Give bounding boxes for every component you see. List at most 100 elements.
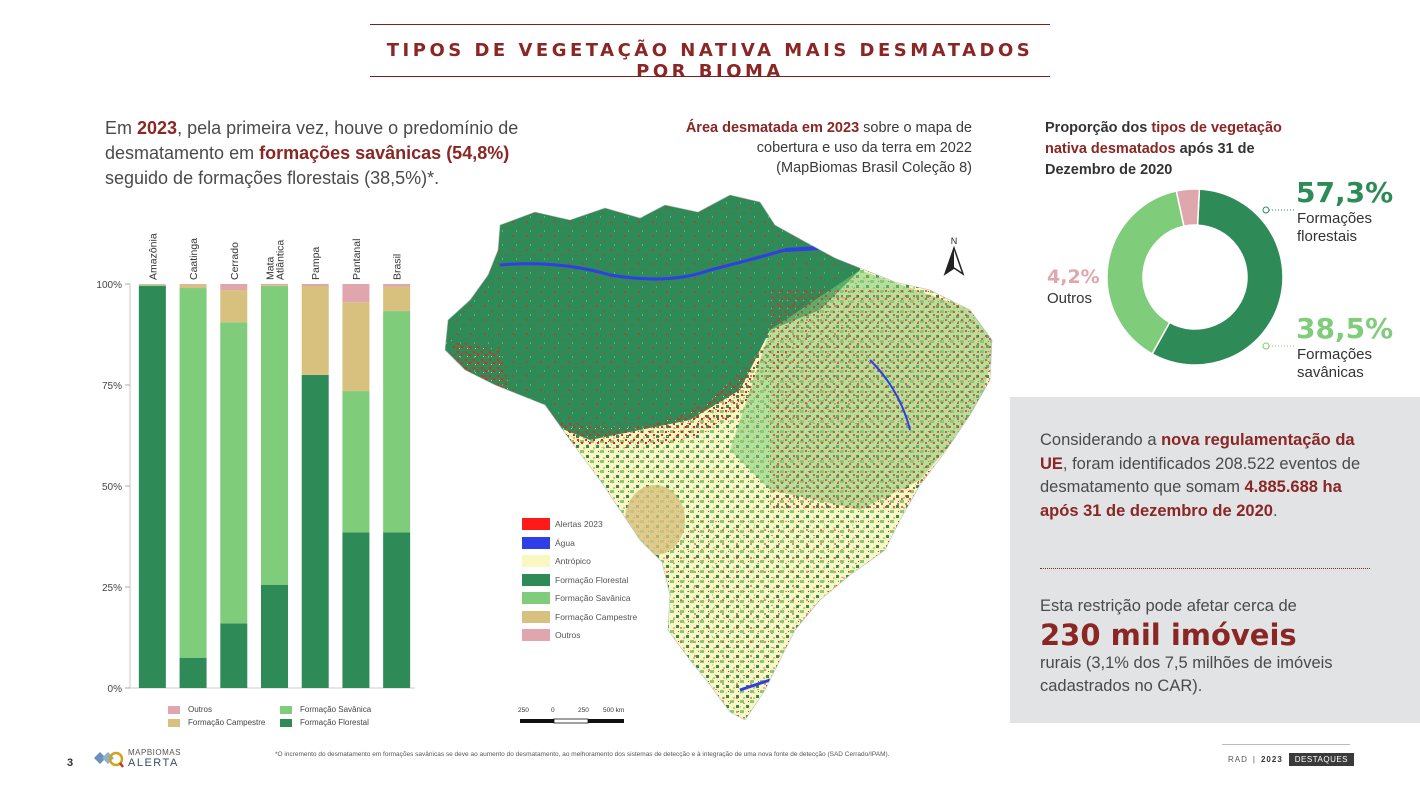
report-year: 2023 — [1260, 755, 1283, 764]
donut-caption: Proporção dos tipos de vegetação nativa … — [1045, 118, 1305, 181]
bar-segment — [342, 391, 370, 533]
map-legend-label: Formação Florestal — [555, 574, 629, 585]
bar-segment — [342, 284, 370, 303]
y-tick-label: 50% — [102, 482, 122, 493]
map-land — [445, 195, 992, 720]
info-text: rurais (3,1% dos 7,5 milhões de imóveis … — [1040, 654, 1333, 695]
scale-bar: 250 0 250 500 km — [518, 707, 633, 727]
category-label: Atlântica — [275, 240, 287, 280]
title-rule-top — [370, 24, 1050, 25]
bar-segment — [261, 284, 288, 286]
map-legend-item: Formação Savânica — [522, 589, 637, 608]
title-rule-bottom — [370, 76, 1050, 77]
donut-pct-outros: 4,2% — [1047, 266, 1100, 288]
donut-slice — [1175, 188, 1201, 228]
bar-segment — [383, 284, 411, 287]
bar-segment — [261, 285, 288, 287]
donut-chart — [1106, 188, 1284, 366]
legend-label: Formação Florestal — [300, 718, 369, 727]
bar-segment — [383, 311, 411, 533]
map-legend-label: Alertas 2023 — [555, 519, 603, 530]
donut-slice — [1106, 190, 1185, 355]
legend-item-campestre: Formação Campestre — [168, 718, 265, 727]
donut-pct-savanica: 38,5% — [1296, 312, 1394, 345]
info-text: , foram identificados 208.522 eventos de… — [1040, 454, 1361, 497]
scale-label: 250 — [578, 707, 589, 714]
info-divider — [1040, 568, 1370, 569]
scale-bar-graphic — [520, 718, 624, 724]
bar-segment — [301, 286, 329, 375]
info-paragraph-2: Esta restrição pode afetar cerca de 230 … — [1040, 595, 1380, 698]
map-legend-item: Água — [522, 534, 637, 553]
info-big-number: 230 mil imóveis — [1040, 618, 1297, 652]
donut-pct-florestal: 57,3% — [1296, 176, 1394, 209]
legend-label: Formação Savânica — [300, 705, 372, 714]
bar-segment — [342, 532, 370, 688]
brazil-map — [444, 194, 993, 721]
legend-item-outros: Outros — [168, 705, 212, 714]
bar-segment — [179, 288, 207, 658]
map-legend-swatch — [522, 610, 550, 623]
map-legend-label: Outros — [555, 630, 581, 641]
legend-item-florestal: Formação Florestal — [280, 718, 369, 727]
donut-caption-highlight: tipos de vegetação nativa desmatados — [1045, 120, 1282, 157]
bar-segment — [138, 285, 166, 287]
bar-segment — [342, 302, 370, 392]
bar-segment — [261, 584, 288, 688]
map-legend: Alertas 2023 Água Antrópico Formação Flores… — [522, 515, 637, 645]
donut-slice — [1151, 188, 1284, 366]
intro-text: , pela primeira vez, houve o predomínio … — [105, 118, 519, 163]
report-section-tag: DESTAQUES — [1288, 753, 1355, 766]
map-legend-swatch — [522, 592, 550, 605]
map-legend-swatch — [522, 536, 550, 549]
info-highlight: nova regulamentação da UE — [1040, 431, 1355, 473]
map-legend-swatch — [522, 629, 550, 642]
logo-line-1: MAPBIOMAS — [128, 748, 181, 757]
category-label: Mata — [265, 256, 277, 280]
bar-segment — [220, 322, 248, 624]
bar-segment — [383, 286, 411, 312]
report-name: RAD — [1228, 755, 1248, 764]
map-caption: Área desmatada em 2023 sobre o mapa de c… — [680, 118, 972, 178]
mapbiomas-logo: MAPBIOMAS ALERTA — [90, 746, 181, 770]
map-legend-swatch — [522, 573, 550, 586]
y-tick-label: 25% — [102, 583, 122, 594]
category-label: Pantanal — [351, 239, 363, 280]
intro-highlight: formações savânicas (54,8%) — [259, 143, 510, 163]
footer-rule — [1222, 744, 1350, 745]
info-box: Considerando a nova regulamentação da UE… — [1010, 397, 1420, 723]
map-legend-label: Antrópico — [555, 556, 591, 567]
page-number: 3 — [67, 757, 74, 769]
legend-label: Outros — [188, 705, 213, 714]
bar-segment — [383, 532, 411, 688]
label-line: Formações — [1297, 210, 1373, 227]
donut-label-florestal: Formações florestais — [1297, 210, 1372, 246]
north-arrow: N — [943, 236, 965, 278]
stacked-bar-chart: 0% 25% 50% 75% 100% Amazônia Caatinga Cerrado Ma… — [96, 233, 415, 695]
label-line: Formações — [1297, 346, 1373, 363]
label-line: savânicas — [1297, 364, 1364, 381]
legend-swatch — [280, 718, 292, 727]
scale-label: 500 km — [603, 707, 625, 714]
bar-segment — [220, 290, 248, 323]
scale-label: 250 — [518, 707, 529, 714]
scale-label: 0 — [551, 707, 555, 714]
intro-paragraph: Em 2023, pela primeira vez, houve o pred… — [105, 116, 545, 191]
donut-label-savanica: Formações savânicas — [1297, 346, 1372, 382]
intro-text: seguido de formações florestais (38,5%)*… — [105, 168, 440, 188]
category-label: Amazônia — [147, 233, 159, 280]
bar-segment — [220, 284, 248, 291]
bar-segment — [138, 286, 166, 688]
info-text: Esta restrição pode afetar cerca de — [1040, 597, 1297, 615]
intro-text: Em — [105, 118, 138, 138]
bar-segment — [301, 374, 329, 688]
bar-segment — [179, 657, 207, 688]
category-label: Caatinga — [188, 238, 200, 280]
bar-segment — [261, 286, 288, 585]
donut-label-outros: Outros — [1047, 290, 1093, 307]
map-caption-text: sobre o mapa de cobertura e uso da terra… — [756, 120, 972, 176]
footnote: *O incremento do desmatamento em formaçõ… — [275, 751, 890, 758]
category-label: Pampa — [310, 247, 322, 280]
report-separator: | — [1252, 755, 1256, 764]
